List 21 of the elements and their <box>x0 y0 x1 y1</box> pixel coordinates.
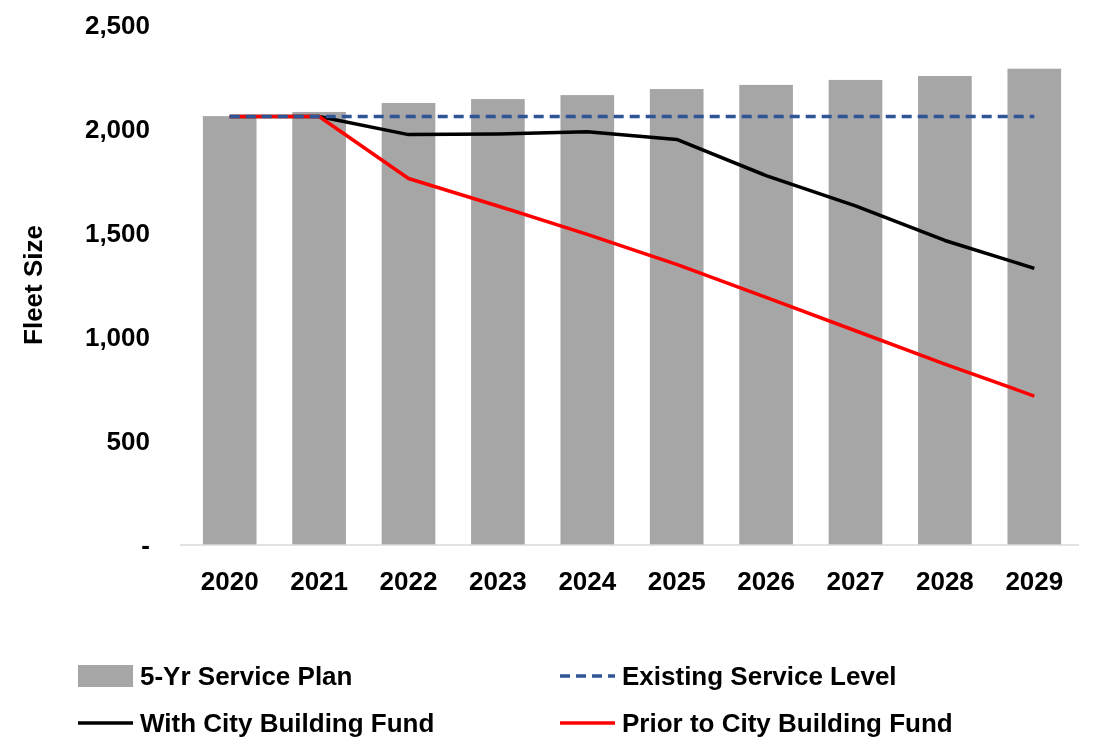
x-tick-label: 2029 <box>1005 566 1064 596</box>
legend-label: 5-Yr Service Plan <box>140 661 353 692</box>
y-tick-label: 1,500 <box>84 218 150 249</box>
x-tick-label: 2023 <box>468 566 527 596</box>
legend-label: Prior to City Building Fund <box>622 708 953 739</box>
y-tick-label: 500 <box>106 426 150 457</box>
x-tick-label: 2021 <box>290 566 349 596</box>
x-tick-label: 2022 <box>379 566 438 596</box>
y-tick-label: 2,500 <box>84 10 150 41</box>
x-tick-label: 2026 <box>737 566 796 596</box>
y-tick-label: 2,000 <box>84 114 150 145</box>
x-tick-label: 2024 <box>558 566 617 596</box>
y-tick-label: - <box>141 530 150 561</box>
x-tick-label: 2027 <box>826 566 885 596</box>
x-tick-label: 2025 <box>647 566 706 596</box>
y-axis-title: Fleet Size <box>18 225 48 345</box>
legend-label: Existing Service Level <box>622 661 897 692</box>
legend-label: With City Building Fund <box>140 708 435 739</box>
y-tick-label: 1,000 <box>84 322 150 353</box>
x-tick-label: 2020 <box>200 566 259 596</box>
x-tick-label: 2028 <box>915 566 974 596</box>
